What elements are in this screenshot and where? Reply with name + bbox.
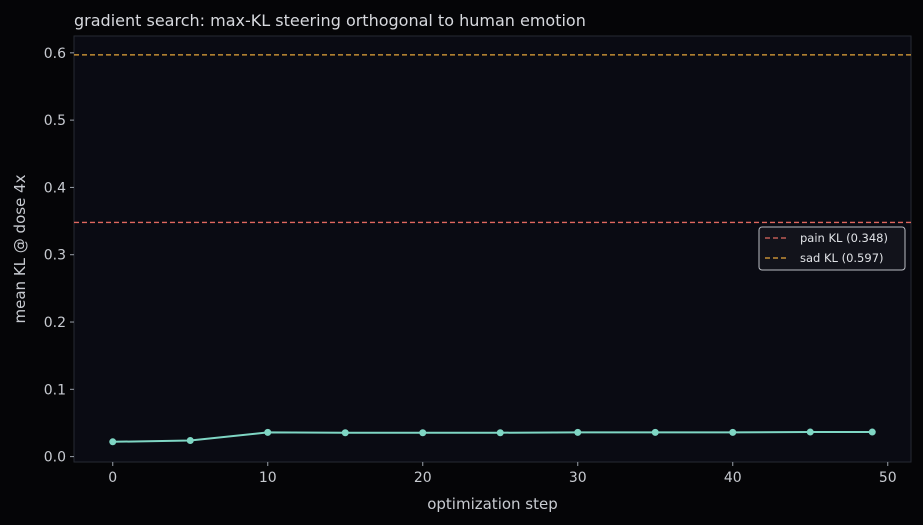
data-point bbox=[574, 428, 582, 436]
data-point bbox=[496, 429, 504, 437]
x-tick-label: 30 bbox=[569, 470, 587, 486]
data-point bbox=[729, 428, 737, 436]
x-tick-label: 40 bbox=[724, 470, 742, 486]
legend-box bbox=[758, 226, 906, 271]
series-layer bbox=[109, 428, 876, 446]
x-axis-label: optimization step bbox=[427, 495, 558, 513]
x-tick-label: 20 bbox=[414, 470, 432, 486]
data-point bbox=[868, 428, 876, 436]
reference-lines bbox=[74, 54, 911, 224]
chart-title: gradient search: max-KL steering orthogo… bbox=[74, 11, 586, 30]
x-axis-ticks: 0 10 20 30 40 50 bbox=[108, 462, 897, 486]
legend-label: pain KL (0.348) bbox=[800, 231, 888, 245]
data-point bbox=[109, 438, 117, 446]
data-point bbox=[186, 436, 194, 444]
data-point bbox=[264, 428, 272, 436]
y-axis-label: mean KL @ dose 4x bbox=[11, 174, 29, 323]
y-tick-label: 0.0 bbox=[44, 450, 66, 466]
data-point bbox=[419, 429, 427, 437]
y-tick-label: 0.5 bbox=[44, 113, 66, 129]
y-tick-label: 0.3 bbox=[44, 248, 66, 264]
legend-label: sad KL (0.597) bbox=[800, 251, 884, 265]
data-point bbox=[341, 429, 349, 437]
data-point bbox=[806, 428, 814, 436]
x-tick-label: 10 bbox=[259, 470, 277, 486]
x-tick-label: 0 bbox=[108, 470, 117, 486]
y-tick-label: 0.4 bbox=[44, 180, 66, 196]
y-tick-label: 0.2 bbox=[44, 315, 66, 331]
data-point bbox=[651, 428, 659, 436]
y-axis-ticks: 0.0 0.1 0.2 0.3 0.4 0.5 0.6 bbox=[44, 46, 74, 466]
y-tick-label: 0.1 bbox=[44, 382, 66, 398]
y-tick-label: 0.6 bbox=[44, 46, 66, 62]
legend: pain KL (0.348) sad KL (0.597) bbox=[758, 226, 906, 271]
x-tick-label: 50 bbox=[879, 470, 897, 486]
